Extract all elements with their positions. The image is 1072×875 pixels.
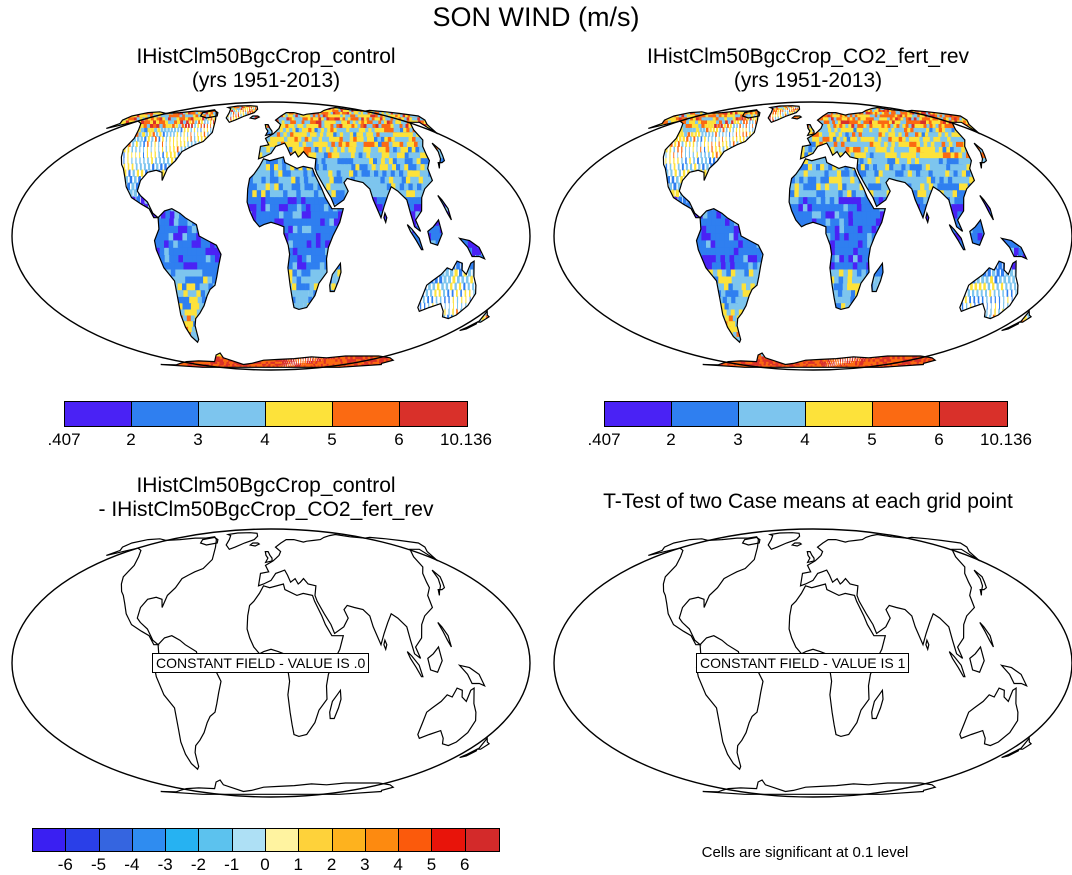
panel2-title: IHistClm50BgcCrop_CO2_fert_rev (yrs 1951… xyxy=(572,45,1044,93)
colorbar-cell xyxy=(432,829,465,851)
colorbar-tick-label: 3 xyxy=(193,430,202,450)
colorbar-tick-label: -4 xyxy=(124,855,139,875)
colorbar-cell xyxy=(266,402,333,426)
colorbar-cell xyxy=(299,829,332,851)
colorbar-cell xyxy=(100,829,133,851)
colorbar-cell xyxy=(199,829,232,851)
figure-title: SON WIND (m/s) xyxy=(0,2,1072,33)
constant-field-label-ttest: CONSTANT FIELD - VALUE IS 1 xyxy=(696,653,909,673)
colorbar-cell xyxy=(400,402,467,426)
colorbar-tick-label: 4 xyxy=(800,430,809,450)
colorbar-tick-label: -2 xyxy=(191,855,206,875)
colorbar-cell xyxy=(132,402,199,426)
panel3-title: IHistClm50BgcCrop_control - IHistClm50Bg… xyxy=(30,474,502,522)
colorbar-tick-label: 4 xyxy=(393,855,402,875)
colorbar-tick-label: -5 xyxy=(91,855,106,875)
constant-field-label-diff: CONSTANT FIELD - VALUE IS .0 xyxy=(152,653,369,673)
panel2-title-line1: IHistClm50BgcCrop_CO2_fert_rev xyxy=(572,45,1044,69)
significance-note: Cells are significant at 0.1 level xyxy=(660,844,950,861)
colorbar-tick-label: 5 xyxy=(327,430,336,450)
colorbar-cell xyxy=(233,829,266,851)
colorbar-tick-label: 2 xyxy=(327,855,336,875)
colorbar-tick-label: -3 xyxy=(158,855,173,875)
panel4-title: T-Test of two Case means at each grid po… xyxy=(548,490,1068,514)
colorbar-cell xyxy=(65,402,132,426)
colorbar-tick-label: .407 xyxy=(587,430,620,450)
panel1-title-line1: IHistClm50BgcCrop_control xyxy=(30,45,502,69)
panel3-title-line1: IHistClm50BgcCrop_control xyxy=(30,474,502,498)
colorbar-cell xyxy=(873,402,940,426)
colorbar-tick-label: -1 xyxy=(224,855,239,875)
colorbar-tick-label: 3 xyxy=(733,430,742,450)
colorbar-tick-label: -6 xyxy=(58,855,73,875)
colorbar-tick-label: 5 xyxy=(427,855,436,875)
panel1-title: IHistClm50BgcCrop_control (yrs 1951-2013… xyxy=(30,45,502,93)
colorbar-cell xyxy=(605,402,672,426)
wind-colorbar-control xyxy=(64,401,468,427)
panel2-title-line2: (yrs 1951-2013) xyxy=(572,69,1044,93)
wind-colorbar-co2 xyxy=(604,401,1008,427)
colorbar-cell xyxy=(33,829,66,851)
colorbar-tick-label: 6 xyxy=(394,430,403,450)
colorbar-cell xyxy=(399,829,432,851)
colorbar-tick-label: 4 xyxy=(260,430,269,450)
colorbar-cell xyxy=(466,829,499,851)
colorbar-tick-label: 1 xyxy=(294,855,303,875)
colorbar-cell xyxy=(739,402,806,426)
colorbar-tick-label: 6 xyxy=(460,855,469,875)
colorbar-cell xyxy=(333,829,366,851)
colorbar-tick-label: .407 xyxy=(47,430,80,450)
colorbar-cell xyxy=(266,829,299,851)
colorbar-cell xyxy=(806,402,873,426)
panel3-title-line2: - IHistClm50BgcCrop_CO2_fert_rev xyxy=(30,498,502,522)
colorbar-cell xyxy=(199,402,266,426)
panel4-title-line1: T-Test of two Case means at each grid po… xyxy=(548,490,1068,514)
colorbar-tick-label: 2 xyxy=(126,430,135,450)
map-panel-co2-fert-rev xyxy=(552,100,1072,372)
colorbar-tick-label: 0 xyxy=(260,855,269,875)
colorbar-cell xyxy=(366,829,399,851)
map-panel-control xyxy=(10,100,532,372)
colorbar-cell xyxy=(333,402,400,426)
colorbar-cell xyxy=(166,829,199,851)
difference-colorbar xyxy=(32,828,500,852)
colorbar-tick-label: 10.136 xyxy=(980,430,1032,450)
colorbar-tick-label: 3 xyxy=(360,855,369,875)
colorbar-tick-label: 6 xyxy=(934,430,943,450)
colorbar-cell xyxy=(133,829,166,851)
colorbar-cell xyxy=(672,402,739,426)
colorbar-cell xyxy=(940,402,1007,426)
colorbar-cell xyxy=(66,829,99,851)
colorbar-tick-label: 10.136 xyxy=(440,430,492,450)
colorbar-tick-label: 5 xyxy=(867,430,876,450)
colorbar-tick-label: 2 xyxy=(666,430,675,450)
panel1-title-line2: (yrs 1951-2013) xyxy=(30,69,502,93)
